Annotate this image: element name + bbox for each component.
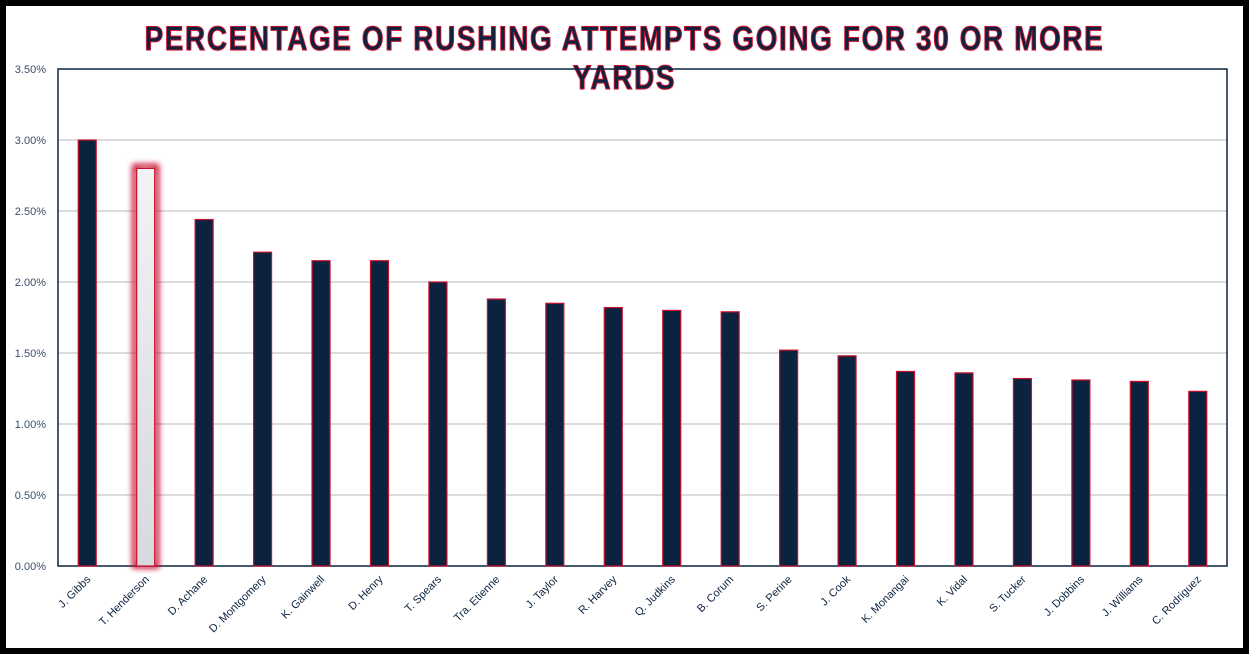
bar-k-vidal [954,372,974,567]
y-tick-label: 0.50% [15,490,46,502]
x-tick-label: S. Tucker [987,573,1029,615]
x-tick-label: J. Gibbs [56,573,93,610]
bar-j-cook [837,355,857,567]
y-tick-label: 2.50% [15,206,46,218]
bar-tra-etienne [486,298,506,567]
x-tick-label: J. Dobbins [1042,573,1088,619]
x-tick-label: J. Taylor [524,573,562,611]
x-tick-label: T. Henderson [97,574,152,629]
x-tick-label: R. Harvey [576,573,619,616]
bar-j-taylor [545,302,565,567]
x-tick-label: K. Monangai [859,574,911,626]
x-tick-label: J. Cook [818,573,853,608]
bar-d-achane [194,218,214,567]
x-tick-label: Q. Judkins [633,573,679,619]
x-tick-label: D. Henry [346,573,386,613]
bar-k-monangai [895,370,916,567]
y-tick-label: 3.00% [15,135,46,147]
plot-area-border [57,68,1228,567]
bar-q-judkins [662,309,682,567]
bar-t-spears [428,281,448,567]
y-tick-label: 0.00% [15,561,46,573]
x-tick-label: K. Vidal [935,574,970,609]
y-tick-label: 1.50% [15,348,46,360]
x-tick-label: Tra. Etienne [452,574,503,625]
bar-r-harvey [603,306,623,567]
x-tick-label: D. Montgomery [207,573,269,635]
x-tick-label: K. Gainwell [279,574,327,622]
bar-s-perine [779,349,799,567]
bar-d-montgomery [252,251,273,567]
x-tick-label: J. Williams [1100,573,1146,619]
bar-c-rodriguez [1188,390,1208,567]
bar-b-corum [720,311,740,567]
bar-j-dobbins [1071,379,1091,567]
chart-title: PERCENTAGE OF RUSHING ATTEMPTS GOING FOR… [144,20,1105,98]
bar-s-tucker [1012,377,1033,567]
y-tick-label: 3.50% [15,64,46,76]
bar-j-williams [1129,380,1149,567]
bar-d-henry [369,260,390,567]
x-tick-label: T. Spears [403,573,445,615]
bar-j-gibbs [77,139,97,567]
y-tick-label: 1.00% [15,419,46,431]
x-tick-label: D. Achane [166,574,210,618]
x-tick-label: S. Perine [754,574,794,614]
y-tick-label: 2.00% [15,277,46,289]
bar-k-gainwell [311,260,331,567]
x-tick-label: C. Rodriguez [1150,574,1204,628]
x-tick-label: B. Corum [695,574,736,615]
bar-t-henderson [136,167,156,567]
bar-chart: 0.00% 0.50% 1.00% 1.50% 2.00% 2.50% 3.00% 3.50%… [15,64,1228,635]
